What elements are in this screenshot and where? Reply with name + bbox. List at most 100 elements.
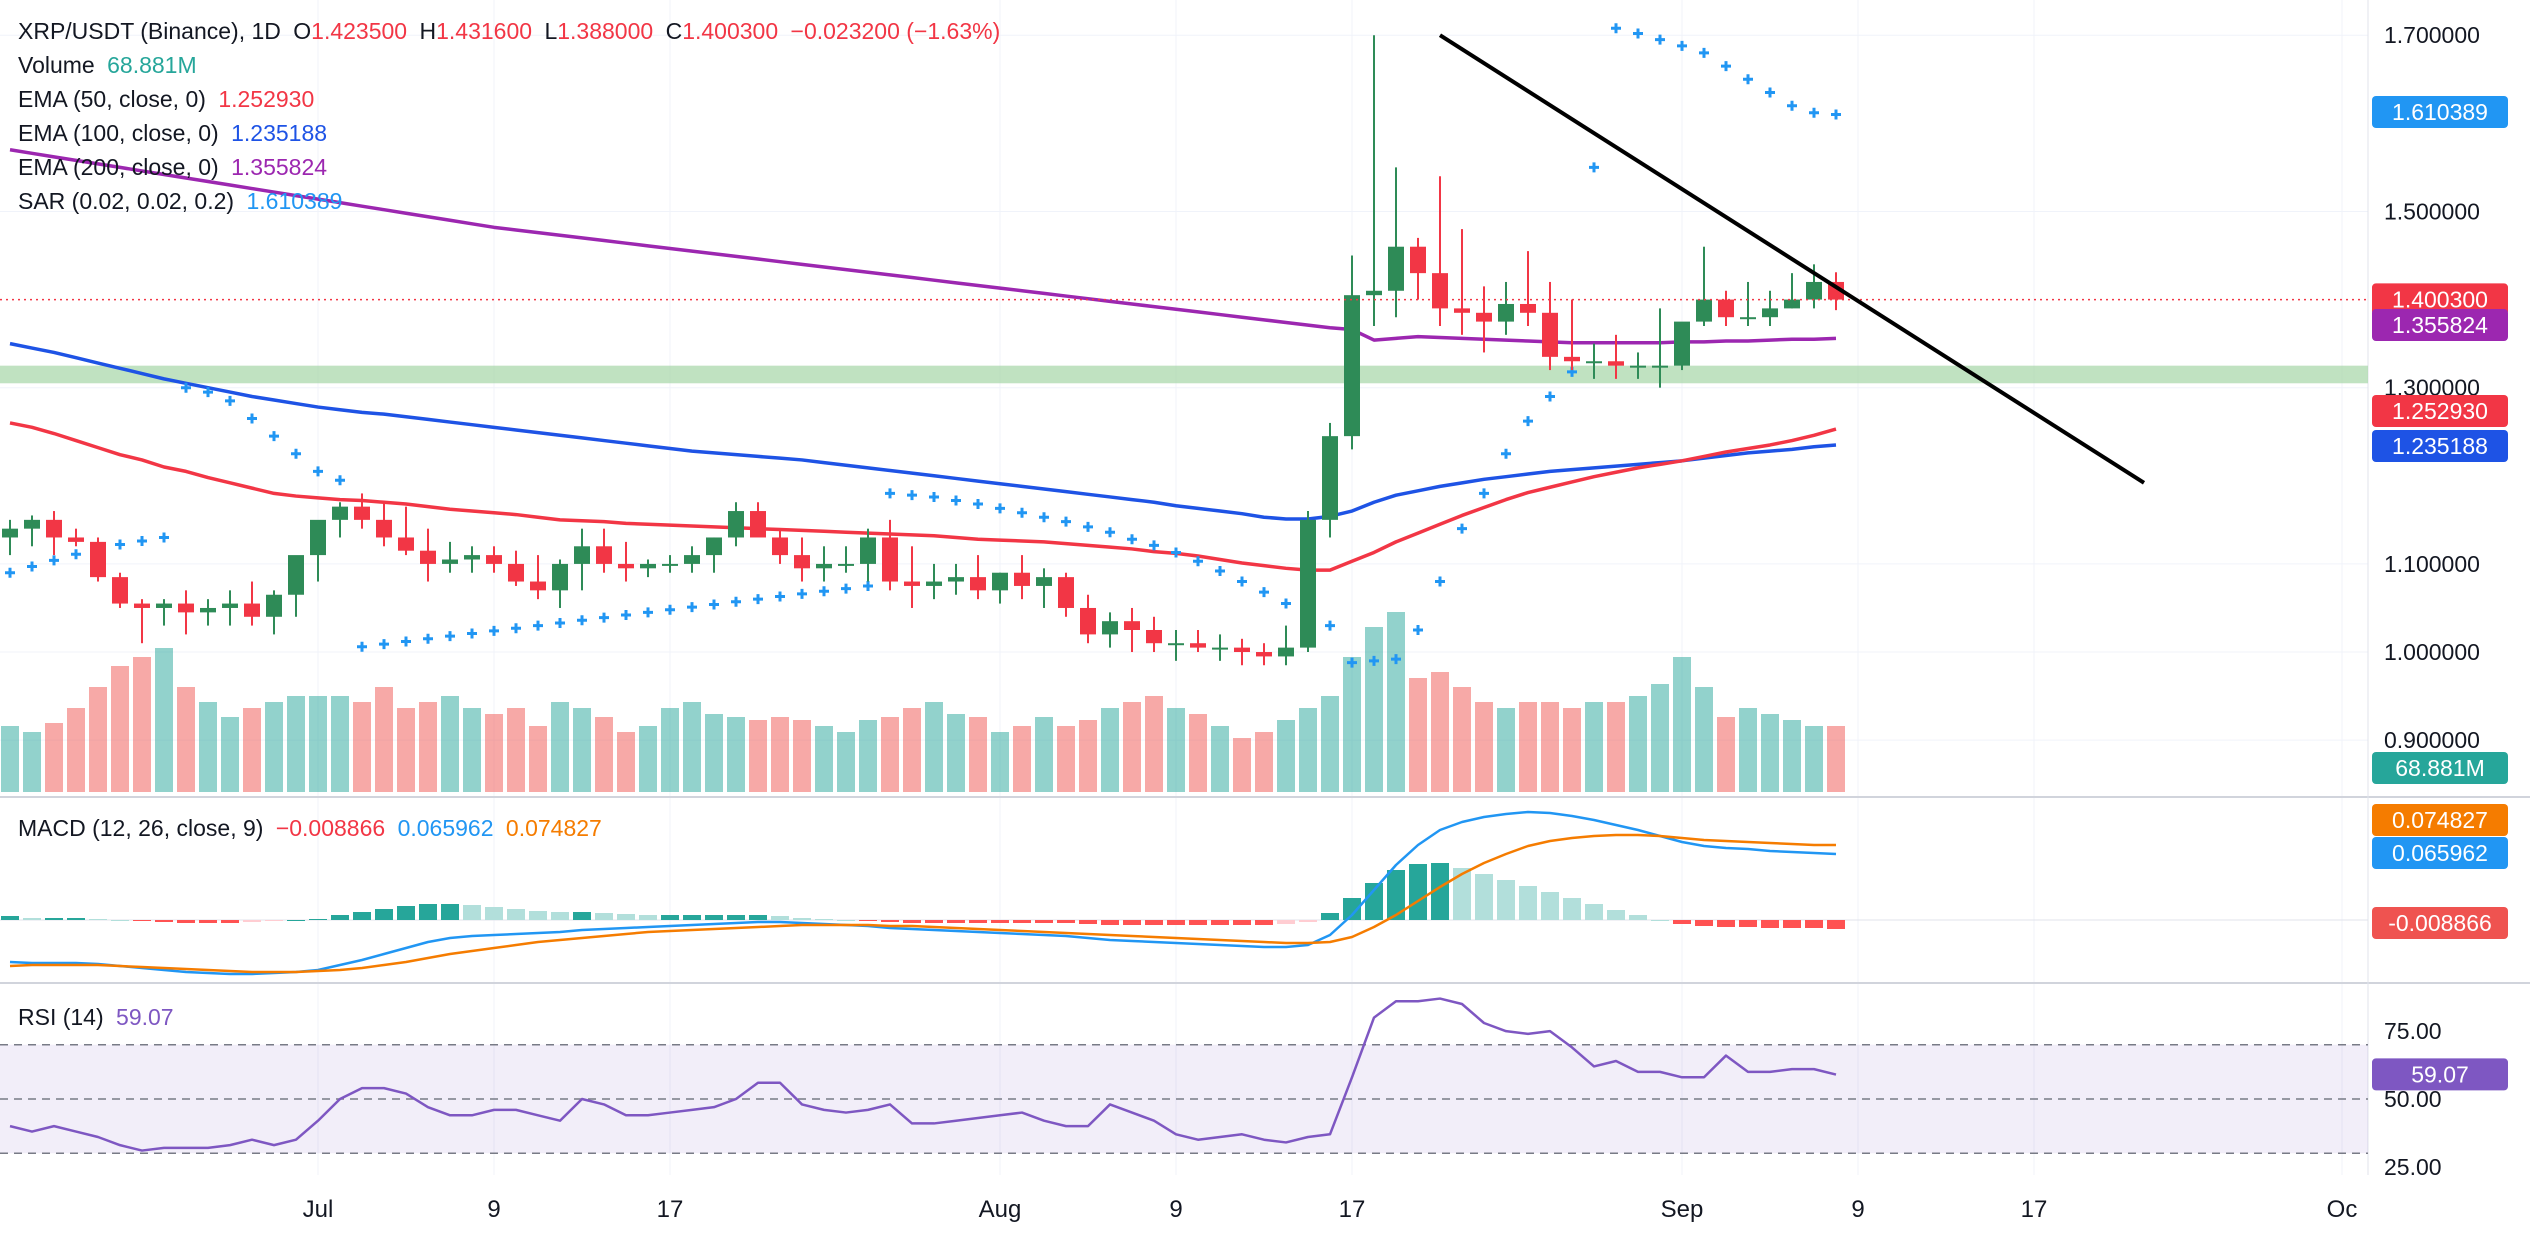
volume-bar: [947, 714, 965, 792]
macd-line-badge: [2372, 837, 2508, 869]
candle-body: [1564, 356, 1580, 362]
volume-bar: [111, 666, 129, 792]
sar-dot: [555, 617, 565, 628]
time-tick-label: 17: [657, 1196, 684, 1223]
legend-volume[interactable]: Volume 68.881M: [18, 48, 203, 82]
candle-body: [1718, 299, 1734, 318]
sar-dot: [269, 431, 279, 442]
time-tick-label: 17: [1339, 1196, 1366, 1223]
volume-bar: [45, 723, 63, 792]
candle-body: [772, 537, 788, 556]
macd-hist-bar: [1211, 920, 1229, 925]
volume-bar: [771, 717, 789, 792]
candle-body: [486, 555, 502, 564]
sar-dot: [1743, 74, 1753, 85]
legend-macd[interactable]: MACD (12, 26, close, 9) −0.008866 0.0659…: [18, 811, 608, 845]
macd-hist-bar: [551, 912, 569, 920]
candle-body: [794, 555, 810, 569]
candle-body: [420, 550, 436, 564]
sar-dot: [1831, 109, 1841, 120]
volume-bar: [727, 717, 745, 792]
macd-hist-bar: [155, 920, 173, 922]
macd-hist-bar: [1585, 904, 1603, 920]
macd-hist-bar: [1101, 920, 1119, 925]
sar-dot: [423, 633, 433, 644]
macd-hist-bar: [1321, 913, 1339, 920]
close-value: 1.400300: [682, 18, 779, 44]
legend-ema100[interactable]: EMA (100, close, 0) 1.235188: [18, 116, 333, 150]
sar-dot: [1611, 23, 1621, 34]
volume-bar: [1079, 720, 1097, 792]
macd-hist-bar: [177, 920, 195, 923]
macd-hist-bar: [859, 920, 877, 921]
macd-signal-badge: [2372, 804, 2508, 836]
candles: [0, 35, 2368, 666]
low-label: L: [544, 18, 558, 44]
sar-dot: [951, 495, 961, 506]
sar-dot: [357, 641, 367, 652]
time-tick-label: 9: [1169, 1196, 1182, 1223]
sar-dot: [1787, 100, 1797, 111]
macd-line-value: 0.065962: [397, 815, 494, 841]
candle-body: [1234, 647, 1250, 653]
candle-body: [948, 577, 964, 582]
candle-body: [1168, 643, 1184, 646]
macd-hist-bar: [375, 909, 393, 920]
volume-bar: [1761, 714, 1779, 792]
legend-ema50[interactable]: EMA (50, close, 0) 1.252930: [18, 82, 320, 116]
sar-dot: [489, 625, 499, 636]
volume-bar: [221, 717, 239, 792]
macd-hist-bar: [1013, 920, 1031, 923]
volume-bar: [265, 702, 283, 792]
candle-body: [1322, 436, 1338, 520]
volume-bar: [1739, 708, 1757, 792]
volume-bar: [639, 726, 657, 792]
candle-body: [1608, 361, 1624, 366]
volume-bar: [1431, 672, 1449, 792]
ema100-price-badge-label: 1.235188: [2392, 433, 2488, 459]
ema200-label: EMA (200, close, 0): [18, 154, 219, 180]
macd-signal-value: 0.074827: [505, 815, 602, 841]
candle-body: [310, 519, 326, 556]
macd-hist-bar: [419, 904, 437, 920]
legend-rsi[interactable]: RSI (14) 59.07: [18, 1000, 180, 1034]
candle-body: [1542, 312, 1558, 357]
volume-bar: [441, 696, 459, 792]
volume-bar: [375, 687, 393, 792]
volume-bar: [1189, 714, 1207, 792]
macd-hist-bar: [1805, 920, 1823, 928]
last-price-badge: [2372, 283, 2508, 316]
rsi-value: 59.07: [116, 1004, 174, 1030]
sar-price-badge-label: 1.610389: [2392, 99, 2488, 125]
macd-hist-bar: [727, 915, 745, 920]
volume-bar: [859, 720, 877, 792]
candle-body: [46, 519, 62, 538]
volume-bar: [1673, 657, 1691, 792]
volume-bar: [661, 708, 679, 792]
rsi-pane: [9, 997, 1837, 1152]
volume-bar: [1365, 627, 1383, 792]
sar-dot: [1127, 534, 1137, 545]
macd-pane: [0, 810, 2368, 976]
sar-dot: [1523, 416, 1533, 427]
volume-bar: [397, 708, 415, 792]
volume-bar: [1585, 702, 1603, 792]
sar-dot: [1171, 547, 1181, 558]
volume-bar: [177, 687, 195, 792]
volume-bar: [463, 708, 481, 792]
candle-body: [134, 603, 150, 608]
macd-hist-bar: [529, 911, 547, 920]
volume-bar: [1035, 717, 1053, 792]
macd-hist-bar: [89, 919, 107, 920]
sar-dot: [1699, 47, 1709, 58]
candle-body: [1520, 303, 1536, 313]
candle-body: [1102, 621, 1118, 635]
legend-sar[interactable]: SAR (0.02, 0.02, 0.2) 1.610389: [18, 184, 348, 218]
sar-dot: [71, 549, 81, 560]
candle-body: [1278, 647, 1294, 657]
rsi-label: RSI (14): [18, 1004, 104, 1030]
sar-dot: [5, 567, 15, 578]
macd-hist-bar: [199, 920, 217, 923]
legend-ema200[interactable]: EMA (200, close, 0) 1.355824: [18, 150, 333, 184]
